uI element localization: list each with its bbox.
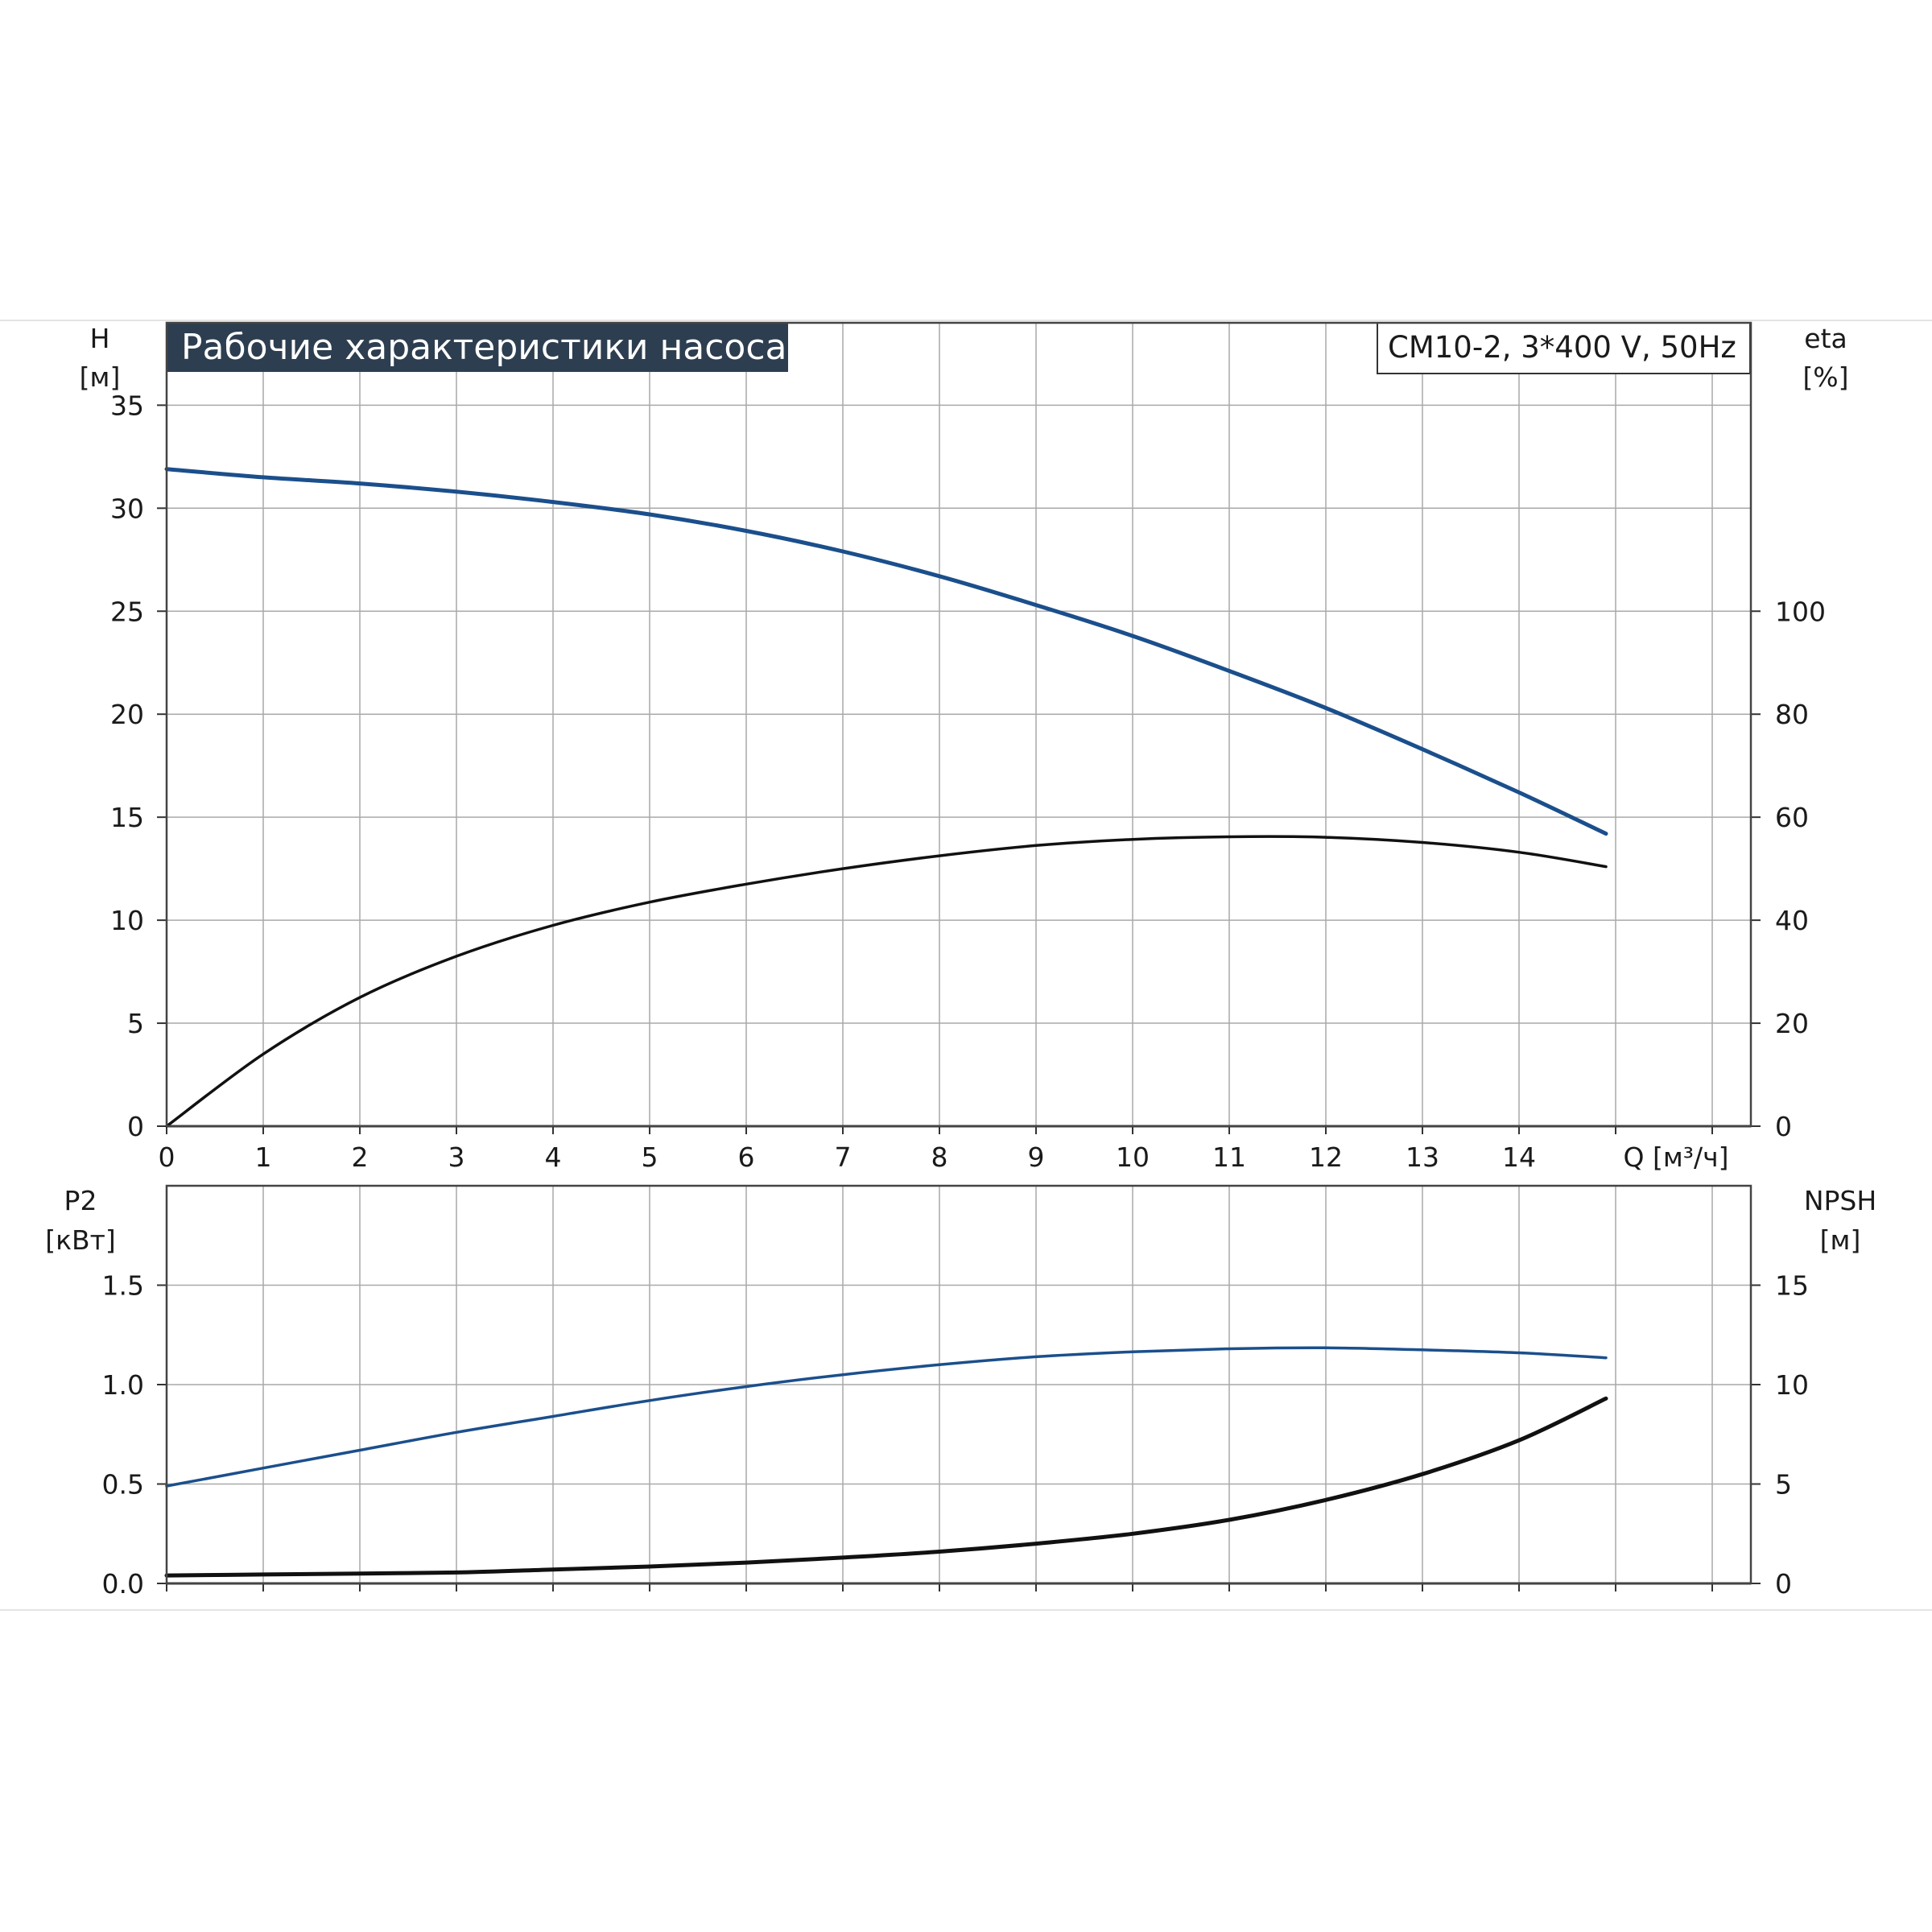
upper-left-tick-label: 25 <box>110 596 144 627</box>
lower-right-axis-name: NPSH <box>1804 1185 1876 1216</box>
upper-plot-frame <box>165 321 1752 1128</box>
chart-title-box: Рабочие характеристики насоса <box>167 323 788 372</box>
upper-x-tick-label: 9 <box>1028 1141 1045 1173</box>
upper-right-axis-unit: [%] <box>1802 361 1848 393</box>
curve-npsh <box>164 1396 1608 1578</box>
upper-left-axis-name: H <box>90 323 110 354</box>
upper-x-tick-label: 1 <box>255 1141 272 1173</box>
title-background <box>167 323 788 372</box>
upper-x-tick-label: 5 <box>642 1141 658 1173</box>
lower-left-tick-label: 0.0 <box>102 1568 144 1600</box>
upper-grid <box>157 323 1761 1134</box>
upper-x-tick-label: 10 <box>1116 1141 1150 1173</box>
upper-tick-labels: 0 1 2 3 4 5 6 7 8 9 10 11 12 13 1405101520253035020406… <box>110 390 1826 1173</box>
upper-x-tick-label: 0 <box>159 1141 175 1173</box>
upper-left-tick-label: 30 <box>110 493 144 524</box>
upper-left-tick-label: 10 <box>110 905 144 936</box>
lower-left-tick-label: 1.0 <box>102 1369 144 1401</box>
lower-tick-labels: 0.0 0.5 1.0 1.5 0 5 10 15 <box>102 1270 1809 1600</box>
x-axis-label: Q [м³/ч] <box>1624 1141 1729 1173</box>
upper-x-tick-label: 13 <box>1406 1141 1439 1173</box>
upper-x-tick-label: 7 <box>835 1141 852 1173</box>
lower-right-tick-label: 10 <box>1775 1369 1809 1401</box>
lower-right-tick-label: 0 <box>1775 1568 1792 1600</box>
lower-grid <box>157 1186 1761 1591</box>
upper-right-tick-label: 40 <box>1775 905 1809 936</box>
lower-left-tick-label: 1.5 <box>102 1270 144 1302</box>
upper-right-tick-label: 80 <box>1775 699 1809 730</box>
upper-left-tick-label: 5 <box>127 1008 144 1039</box>
lower-left-axis-unit: [кВт] <box>45 1224 116 1256</box>
lower-right-axis-unit: [м] <box>1820 1224 1861 1256</box>
upper-left-tick-label: 0 <box>127 1111 144 1142</box>
upper-left-tick-label: 15 <box>110 802 144 833</box>
upper-x-tick-label: 4 <box>545 1141 562 1173</box>
upper-x-tick-label: 12 <box>1309 1141 1343 1173</box>
upper-left-tick-label: 20 <box>110 699 144 730</box>
upper-right-tick-label: 60 <box>1775 802 1809 833</box>
upper-x-tick-label: 6 <box>738 1141 755 1173</box>
model-label: CM10-2, 3*400 V, 50Hz <box>1388 330 1736 365</box>
lower-left-axis-name: P2 <box>64 1185 97 1216</box>
upper-x-tick-label: 2 <box>352 1141 369 1173</box>
chart-title: Рабочие характеристики насоса <box>181 327 786 368</box>
upper-x-tick-label: 11 <box>1212 1141 1246 1173</box>
upper-x-tick-label: 3 <box>448 1141 465 1173</box>
lower-right-tick-label: 5 <box>1775 1469 1792 1501</box>
upper-x-tick-label: 8 <box>931 1141 948 1173</box>
model-label-box: CM10-2, 3*400 V, 50Hz <box>1377 322 1751 374</box>
lower-plot-frame <box>165 1184 1752 1585</box>
upper-right-tick-label: 20 <box>1775 1008 1809 1039</box>
lower-curves <box>164 1346 1608 1578</box>
curve-p2 <box>165 1346 1608 1488</box>
upper-curves <box>164 467 1608 1128</box>
curve-eta <box>165 835 1608 1128</box>
upper-x-tick-label: 14 <box>1502 1141 1536 1173</box>
upper-left-axis-unit: [м] <box>80 361 121 393</box>
curve-h <box>164 467 1608 836</box>
upper-right-tick-label: 100 <box>1775 596 1826 627</box>
upper-left-tick-label: 35 <box>110 390 144 421</box>
upper-right-tick-label: 0 <box>1775 1111 1792 1142</box>
lower-left-tick-label: 0.5 <box>102 1469 144 1501</box>
lower-right-tick-label: 15 <box>1775 1270 1809 1302</box>
upper-right-axis-name: eta <box>1804 323 1847 354</box>
